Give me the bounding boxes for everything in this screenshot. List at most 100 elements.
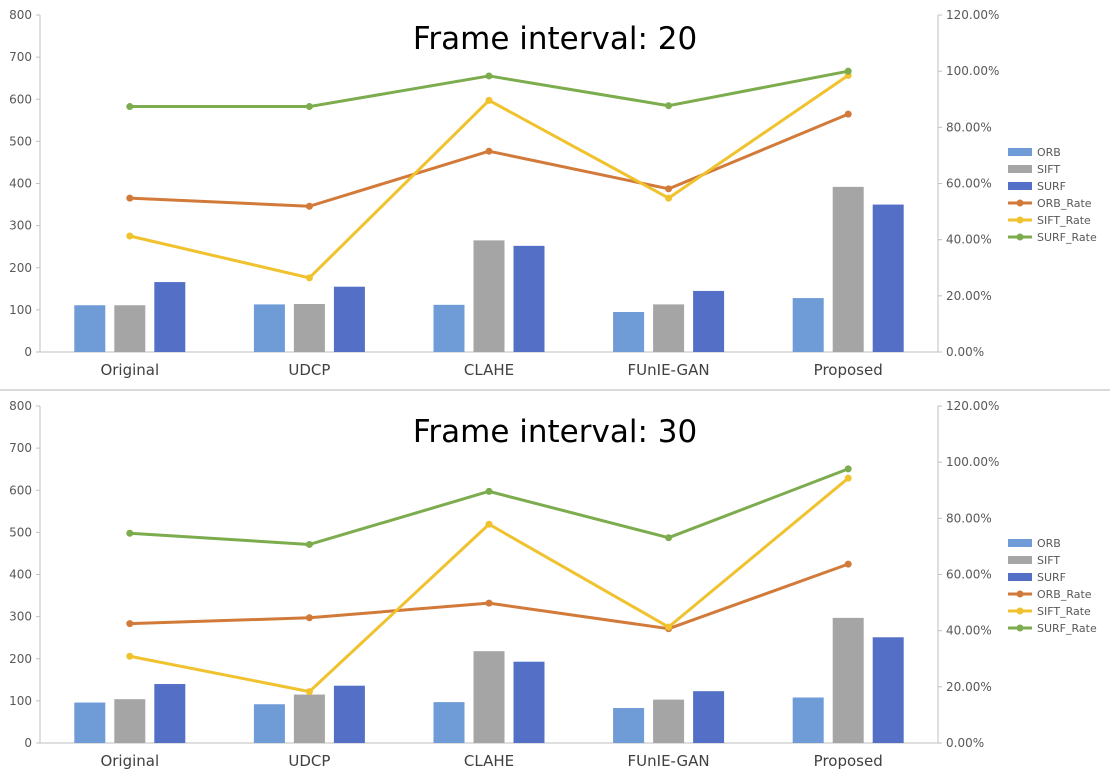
point-orb-rate bbox=[126, 620, 134, 628]
bar-orb bbox=[433, 702, 465, 743]
y2-tick-label: 80.00% bbox=[946, 120, 992, 134]
x-category-label: Original bbox=[100, 361, 159, 379]
x-category-label: Proposed bbox=[814, 752, 883, 770]
point-surf-rate bbox=[305, 103, 313, 111]
bar-surf bbox=[513, 661, 545, 743]
legend-marker-surf-rate bbox=[1016, 624, 1024, 632]
y-tick-label: 400 bbox=[9, 568, 32, 582]
legend-label: SURF bbox=[1037, 571, 1066, 584]
line-orb-rate bbox=[129, 112, 849, 208]
point-sift-rate bbox=[665, 623, 673, 631]
bar-surf bbox=[693, 691, 725, 743]
point-surf-rate bbox=[485, 487, 493, 495]
point-surf-rate bbox=[844, 67, 852, 75]
x-category-label: UDCP bbox=[288, 752, 330, 770]
legend-marker-sift-rate bbox=[1016, 607, 1024, 615]
point-surf-rate bbox=[126, 529, 134, 537]
legend-label: ORB_Rate bbox=[1037, 197, 1092, 210]
point-orb-rate bbox=[305, 614, 313, 622]
point-sift-rate bbox=[485, 520, 493, 528]
line-surf-rate bbox=[129, 467, 849, 546]
point-sift-rate bbox=[305, 688, 313, 696]
x-category-label: Original bbox=[100, 752, 159, 770]
bar-surf bbox=[693, 290, 725, 352]
y2-tick-label: 60.00% bbox=[946, 568, 992, 582]
y2-tick-label: 100.00% bbox=[946, 455, 999, 469]
line-orb-rate bbox=[129, 562, 849, 631]
point-sift-rate bbox=[485, 96, 493, 104]
y2-tick-label: 120.00% bbox=[946, 8, 999, 22]
bar-surf bbox=[872, 204, 904, 352]
y-tick-label: 600 bbox=[9, 483, 32, 497]
point-sift-rate bbox=[844, 474, 852, 482]
legend-label: SURF bbox=[1037, 180, 1066, 193]
chart-panel-frame-interval-30: 0 100 200 300 400 500 600 700 800 0.00% 20.00% 40.0… bbox=[0, 391, 1110, 782]
bar-orb bbox=[613, 708, 645, 743]
bar-orb bbox=[253, 704, 285, 743]
legend-label: SIFT bbox=[1037, 163, 1060, 176]
bar-orb bbox=[613, 311, 645, 352]
bar-orb bbox=[74, 702, 106, 743]
bar-orb bbox=[433, 304, 465, 352]
y-tick-label: 500 bbox=[9, 525, 32, 539]
y-tick-label: 700 bbox=[9, 50, 32, 64]
bar-surf bbox=[333, 286, 365, 352]
y-tick-label: 700 bbox=[9, 441, 32, 455]
chart-title: Frame interval: 20 bbox=[413, 21, 697, 57]
bar-sift bbox=[114, 305, 146, 352]
y2-tick-label: 0.00% bbox=[946, 736, 984, 750]
y2-tick-label: 60.00% bbox=[946, 177, 992, 191]
legend-swatch-surf bbox=[1008, 182, 1032, 190]
point-sift-rate bbox=[126, 232, 134, 240]
x-category-label: UDCP bbox=[288, 361, 330, 379]
y-tick-label: 200 bbox=[9, 652, 32, 666]
bar-orb bbox=[792, 298, 824, 352]
y-tick-label: 100 bbox=[9, 303, 32, 317]
panel-divider bbox=[0, 389, 1110, 391]
legend-label: SIFT_Rate bbox=[1037, 605, 1091, 618]
x-category-label: CLAHE bbox=[464, 361, 514, 379]
bar-surf bbox=[872, 637, 904, 743]
point-surf-rate bbox=[665, 534, 673, 542]
point-orb-rate bbox=[485, 147, 493, 155]
point-surf-rate bbox=[126, 103, 134, 111]
y2-tick-label: 120.00% bbox=[946, 399, 999, 413]
legend-label: ORB_Rate bbox=[1037, 588, 1092, 601]
y2-tick-label: 80.00% bbox=[946, 511, 992, 525]
bar-sift bbox=[653, 304, 685, 352]
x-category-label: CLAHE bbox=[464, 752, 514, 770]
legend-swatch-orb bbox=[1008, 539, 1032, 547]
bar-orb bbox=[253, 304, 285, 352]
legend-label: ORB bbox=[1037, 537, 1061, 550]
point-orb-rate bbox=[305, 202, 313, 210]
y-tick-label: 100 bbox=[9, 694, 32, 708]
y2-tick-label: 40.00% bbox=[946, 233, 992, 247]
bar-sift bbox=[293, 303, 325, 352]
legend-swatch-sift bbox=[1008, 556, 1032, 564]
point-sift-rate bbox=[126, 652, 134, 660]
bar-surf bbox=[333, 685, 365, 743]
bar-orb bbox=[74, 305, 106, 352]
legend-marker-sift-rate bbox=[1016, 216, 1024, 224]
bar-sift bbox=[832, 617, 864, 743]
point-surf-rate bbox=[305, 540, 313, 548]
bar-sift bbox=[114, 699, 146, 743]
bar-surf bbox=[513, 245, 545, 352]
chart-title: Frame interval: 30 bbox=[413, 414, 697, 450]
point-sift-rate bbox=[305, 274, 313, 282]
bar-surf bbox=[154, 282, 186, 352]
y-tick-label: 500 bbox=[9, 134, 32, 148]
y-tick-label: 300 bbox=[9, 610, 32, 624]
y-tick-label: 200 bbox=[9, 261, 32, 275]
y2-tick-label: 20.00% bbox=[946, 289, 992, 303]
y-tick-label: 400 bbox=[9, 177, 32, 191]
chart-svg-frame-interval-30: 0 100 200 300 400 500 600 700 800 0.00% 20.00% 40.0… bbox=[9, 399, 1097, 770]
point-orb-rate bbox=[844, 560, 852, 568]
legend-marker-surf-rate bbox=[1016, 233, 1024, 241]
bar-sift bbox=[473, 240, 505, 352]
y-tick-label: 800 bbox=[9, 399, 32, 413]
point-orb-rate bbox=[126, 194, 134, 202]
point-surf-rate bbox=[665, 102, 673, 110]
y2-tick-label: 100.00% bbox=[946, 64, 999, 78]
legend-label: SURF_Rate bbox=[1037, 231, 1097, 244]
